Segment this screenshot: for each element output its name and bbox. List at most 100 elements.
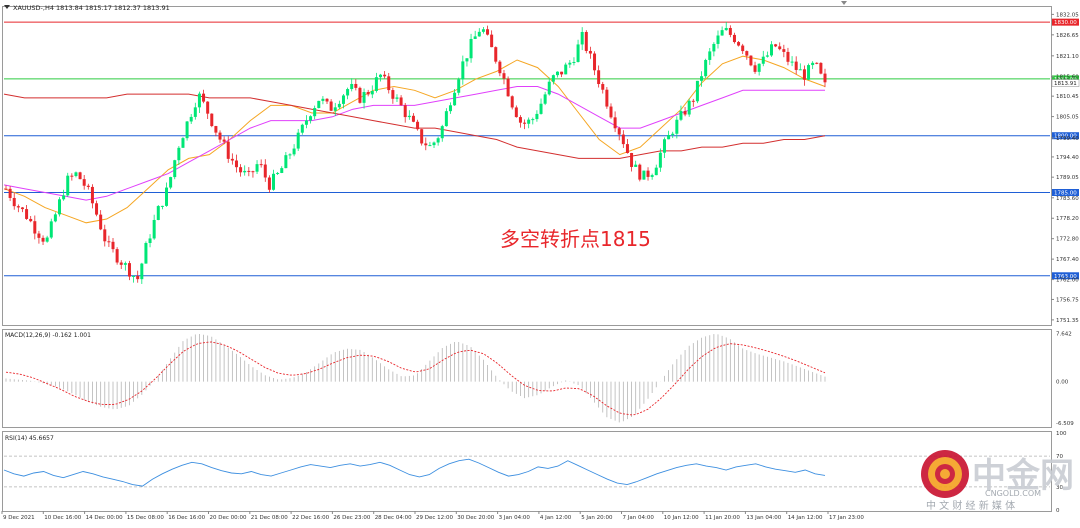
candle-body: [428, 145, 432, 147]
time-tick-label: 17 Jan 23:00: [829, 515, 864, 521]
candle-body: [181, 138, 185, 148]
price-label: 1813.91: [1054, 81, 1077, 87]
candle-body: [276, 172, 280, 174]
candle-body: [226, 141, 230, 159]
rsi-line: [3, 458, 826, 487]
candle-body: [346, 89, 350, 96]
candle-body: [798, 69, 802, 71]
candle-body: [411, 115, 415, 122]
candle-body: [642, 170, 646, 180]
candle-body: [169, 177, 173, 188]
price-tick-label: 1805.05: [1056, 115, 1079, 121]
price-label: 1800.00: [1054, 134, 1077, 140]
candle-body: [156, 206, 160, 220]
candle-body: [325, 98, 329, 102]
moving-average-line: [3, 86, 825, 201]
candle-body: [374, 77, 378, 91]
candle-body: [107, 241, 111, 243]
candle-body: [782, 49, 786, 52]
candle-body: [247, 170, 251, 172]
price-label-box: [1052, 132, 1079, 140]
candle-body: [25, 209, 29, 219]
candle-body: [333, 107, 337, 111]
candle-body: [20, 207, 24, 210]
moving-average-line: [3, 93, 826, 159]
candle-body: [704, 59, 708, 77]
candle-body: [761, 56, 765, 64]
rsi-tick-label: 100: [1056, 431, 1067, 437]
candle-body: [695, 80, 699, 102]
candle-body: [720, 30, 724, 36]
candle-body: [370, 90, 374, 95]
candle-body: [477, 31, 481, 37]
candle-body: [498, 61, 502, 74]
candle-body: [609, 106, 613, 118]
candle-body: [177, 147, 181, 161]
candle-body: [189, 116, 193, 122]
candle-body: [708, 51, 712, 60]
candle-body: [662, 139, 666, 153]
candle-body: [510, 96, 514, 108]
candle-body: [506, 78, 510, 97]
candle-body: [823, 73, 827, 83]
macd-tick-label: 0.00: [1056, 380, 1069, 386]
candle-body: [560, 71, 564, 75]
watermark-tagline: 中 文 财 经 新 媒 体: [926, 499, 1015, 512]
candle-body: [230, 158, 234, 161]
price-label-box: [1052, 75, 1079, 83]
candle-body: [416, 121, 420, 130]
candle-body: [588, 50, 592, 54]
candle-body: [769, 44, 773, 56]
candle-body: [728, 27, 732, 35]
candle-body: [292, 148, 296, 155]
time-tick-label: 20 Dec 00:00: [210, 515, 247, 521]
candle-body: [576, 44, 580, 62]
candle-body: [815, 62, 819, 64]
candle-body: [469, 38, 473, 59]
candle-body: [321, 98, 325, 101]
candle-body: [263, 164, 267, 178]
candlesticks: [4, 21, 827, 284]
candle-body: [555, 71, 559, 76]
price-tick-label: 1794.40: [1056, 155, 1079, 161]
moving-average-line: [3, 55, 826, 224]
candle-body: [144, 243, 148, 264]
candle-body: [535, 113, 539, 120]
price-label: 1830.00: [1054, 20, 1077, 26]
candle-body: [774, 44, 778, 47]
candle-body: [605, 89, 609, 107]
candle-body: [420, 129, 424, 144]
candle-body: [543, 94, 547, 104]
candle-body: [724, 27, 728, 31]
candle-body: [391, 90, 395, 99]
macd-panel-frame: [2, 329, 1052, 428]
shift-marker-icon[interactable]: [841, 1, 847, 5]
candle-body: [119, 262, 123, 265]
candle-body: [82, 179, 86, 186]
candle-body: [634, 164, 638, 167]
candle-body: [794, 61, 798, 70]
candle-body: [461, 61, 465, 80]
candle-body: [490, 34, 494, 48]
candle-body: [757, 63, 761, 72]
price-label: 1785.00: [1054, 191, 1077, 197]
candle-body: [62, 195, 66, 200]
candle-body: [111, 241, 115, 250]
watermark-domain: CNGOLD.COM: [985, 489, 1041, 498]
time-tick-label: 3 Jan 04:00: [499, 515, 531, 521]
collapse-arrow-icon[interactable]: [4, 5, 10, 9]
candle-body: [37, 233, 41, 238]
candle-body: [304, 120, 308, 125]
rsi-tick-label: 30: [1056, 485, 1063, 491]
candle-body: [296, 132, 300, 149]
price-label-box: [1052, 18, 1079, 26]
candle-body: [53, 214, 57, 222]
candle-body: [617, 128, 621, 135]
time-axis: 9 Dec 2021 10 Dec 16:00 14 Dec 00:00 15 Dec…: [1, 511, 864, 521]
time-tick-label: 10 Dec 16:00: [44, 515, 81, 521]
price-tick-label: 1832.05: [1056, 12, 1079, 18]
time-tick-label: 21 Dec 08:00: [251, 515, 288, 521]
candle-body: [358, 87, 362, 103]
